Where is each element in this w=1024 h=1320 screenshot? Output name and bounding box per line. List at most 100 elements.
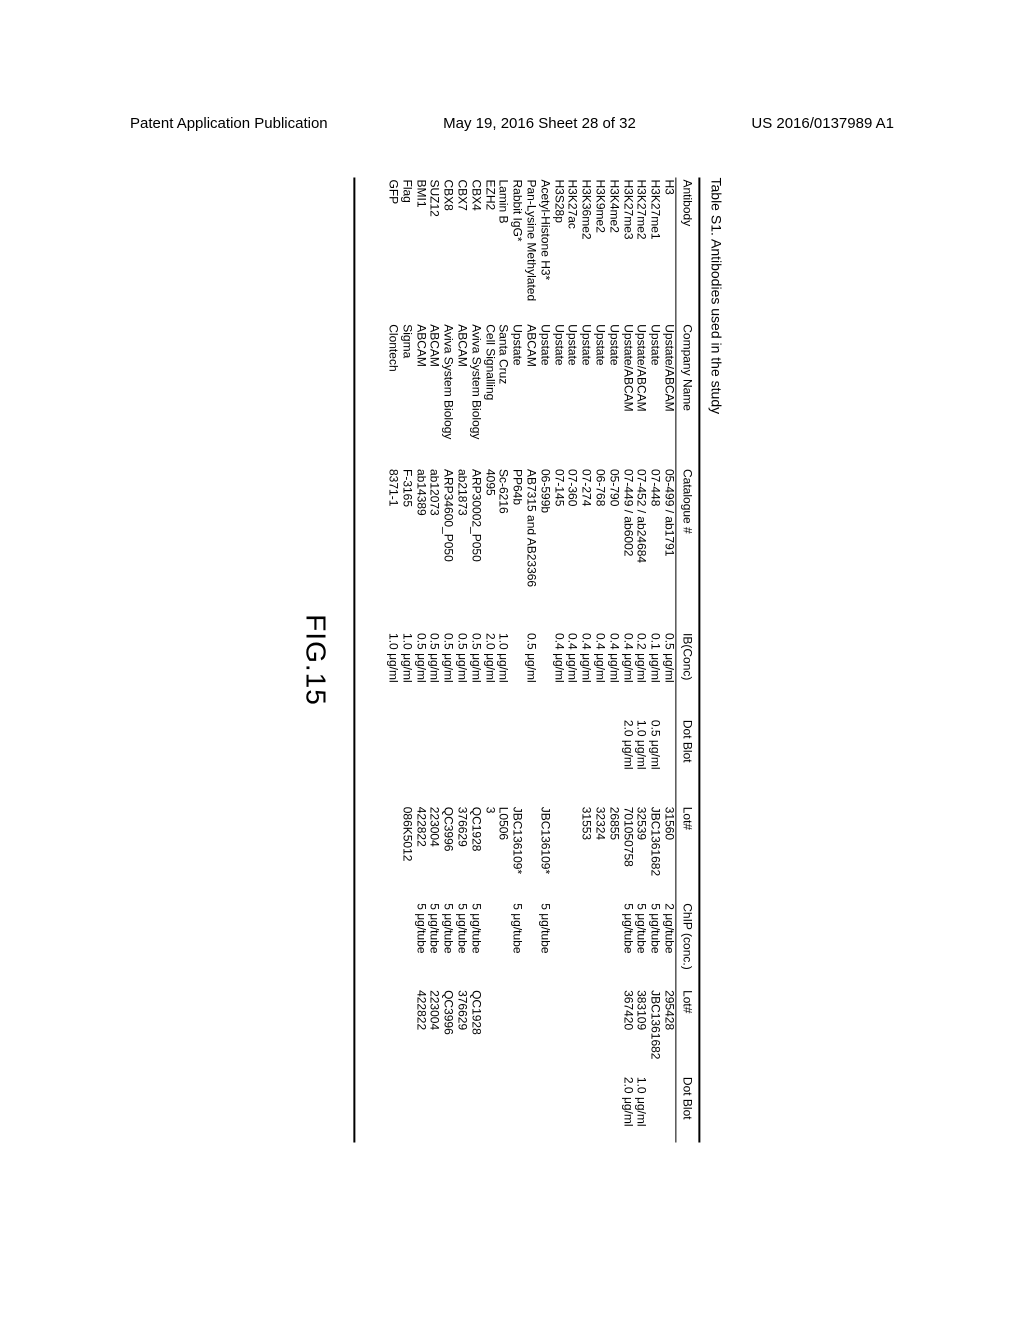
table-cell: 0.5 μg/ml [441, 631, 455, 718]
table-cell: 1.0 μg/ml [634, 1075, 648, 1143]
table-cell: 0.5 μg/ml [468, 631, 482, 718]
table-cell: Upstate [648, 322, 662, 467]
table-cell: H3 [662, 178, 676, 323]
table-cell: 5 μg/tube [413, 901, 427, 988]
table-cell: ab14389 [413, 467, 427, 631]
table-cell [551, 988, 565, 1075]
col-header: Antibody [676, 178, 700, 323]
table-cell: 701050758 [620, 805, 634, 902]
table-cell: H3S28p [551, 178, 565, 323]
table-cell [399, 901, 413, 988]
table-cell: 1.0 μg/ml [399, 631, 413, 718]
table-cell: H3K27ac [565, 178, 579, 323]
table-cell: Upstate [606, 322, 620, 467]
table-cell: 0.5 μg/ml [662, 631, 676, 718]
table-cell [496, 1075, 510, 1143]
table-cell [524, 1075, 538, 1143]
table-row: CBX8Aviva System BiologyARP34600_P0500.5… [441, 178, 455, 1143]
table-cell: GFP [355, 178, 400, 323]
table-header-row: Antibody Company Name Catalogue # IB(Con… [676, 178, 700, 1143]
table-cell: H3K36me2 [579, 178, 593, 323]
table-cell: QC1928 [468, 988, 482, 1075]
table-cell: Aviva System Biology [441, 322, 455, 467]
col-header: Lot# [676, 988, 700, 1075]
table-cell: Acetyl-Histone H3* [537, 178, 551, 323]
table-cell: 376629 [455, 805, 469, 902]
table-cell: 31560 [662, 805, 676, 902]
table-cell: 32539 [634, 805, 648, 902]
table-row: H3K4me2Upstate05-7900.4 μg/ml26855 [606, 178, 620, 1143]
col-header: Company Name [676, 322, 700, 467]
table-cell [537, 718, 551, 805]
table-row: H3K27me3Upstate/ABCAM07-449 / ab60020.4 … [620, 178, 634, 1143]
table-cell: 0.4 μg/ml [593, 631, 607, 718]
table-cell: Santa Cruz [496, 322, 510, 467]
table-cell: Aviva System Biology [468, 322, 482, 467]
table-row: H3K9me2Upstate06-7680.4 μg/ml32324 [593, 178, 607, 1143]
table-cell [662, 1075, 676, 1143]
table-cell: 376629 [455, 988, 469, 1075]
table-cell: L0506 [496, 805, 510, 902]
table-cell [606, 988, 620, 1075]
table-cell [510, 718, 524, 805]
table-cell [355, 718, 400, 805]
table-cell [482, 718, 496, 805]
table-cell [524, 805, 538, 902]
table-cell: 2.0 μg/ml [482, 631, 496, 718]
table-cell: 5 μg/tube [468, 901, 482, 988]
table-cell [606, 901, 620, 988]
table-cell [355, 901, 400, 988]
table-cell [579, 988, 593, 1075]
table-cell: 31553 [579, 805, 593, 902]
table-cell [399, 718, 413, 805]
table-cell [427, 718, 441, 805]
table-cell [510, 988, 524, 1075]
table-cell [662, 718, 676, 805]
table-cell: 07-452 / ab24684 [634, 467, 648, 631]
table-cell [551, 718, 565, 805]
table-row: BMI1ABCAMab143890.5 μg/ml4228225 μg/tube… [413, 178, 427, 1143]
table-cell: H3K27me1 [648, 178, 662, 323]
col-header: Catalogue # [676, 467, 700, 631]
table-cell [510, 631, 524, 718]
rotated-content: Table S1. Antibodies used in the study A… [300, 178, 725, 1143]
table-cell: 0.2 μg/ml [634, 631, 648, 718]
table-row: CBX7ABCAMab218730.5 μg/ml3766295 μg/tube… [455, 178, 469, 1143]
table-cell: F-3165 [399, 467, 413, 631]
table-cell: ab12073 [427, 467, 441, 631]
table-cell: Sigma [399, 322, 413, 467]
table-cell: H3K4me2 [606, 178, 620, 323]
table-cell [455, 718, 469, 805]
table-cell: 0.5 μg/ml [427, 631, 441, 718]
table-cell: ABCAM [413, 322, 427, 467]
table-cell: 05-790 [606, 467, 620, 631]
table-cell: JBC136109* [537, 805, 551, 902]
table-cell [468, 718, 482, 805]
table-cell: 0.4 μg/ml [579, 631, 593, 718]
table-cell [565, 718, 579, 805]
table-cell [524, 901, 538, 988]
table-cell [537, 988, 551, 1075]
table-cell: 5 μg/tube [634, 901, 648, 988]
table-cell [510, 1075, 524, 1143]
table-cell [565, 988, 579, 1075]
table-row: SUZ12ABCAMab120730.5 μg/ml2230045 μg/tub… [427, 178, 441, 1143]
table-cell: Cell Signalling [482, 322, 496, 467]
table-cell [355, 1075, 400, 1143]
header-center: May 19, 2016 Sheet 28 of 32 [443, 115, 636, 132]
table-cell [427, 1075, 441, 1143]
table-cell: 0.4 μg/ml [606, 631, 620, 718]
table-cell: 06-599b [537, 467, 551, 631]
figure-caption: FIG.15 [300, 178, 332, 1143]
table-cell: 0.4 μg/ml [620, 631, 634, 718]
table-cell: 07-360 [565, 467, 579, 631]
table-cell: ABCAM [427, 322, 441, 467]
table-cell [551, 1075, 565, 1143]
table-row: EZH2Cell Signalling40952.0 μg/ml3 [482, 178, 496, 1143]
table-body: H3Upstate/ABCAM05-499 / ab17910.5 μg/ml3… [355, 178, 676, 1143]
table-cell: Flag [399, 178, 413, 323]
table-cell: EZH2 [482, 178, 496, 323]
table-cell: Upstate [537, 322, 551, 467]
table-cell: 223004 [427, 988, 441, 1075]
table-cell: Upstate/ABCAM [662, 322, 676, 467]
